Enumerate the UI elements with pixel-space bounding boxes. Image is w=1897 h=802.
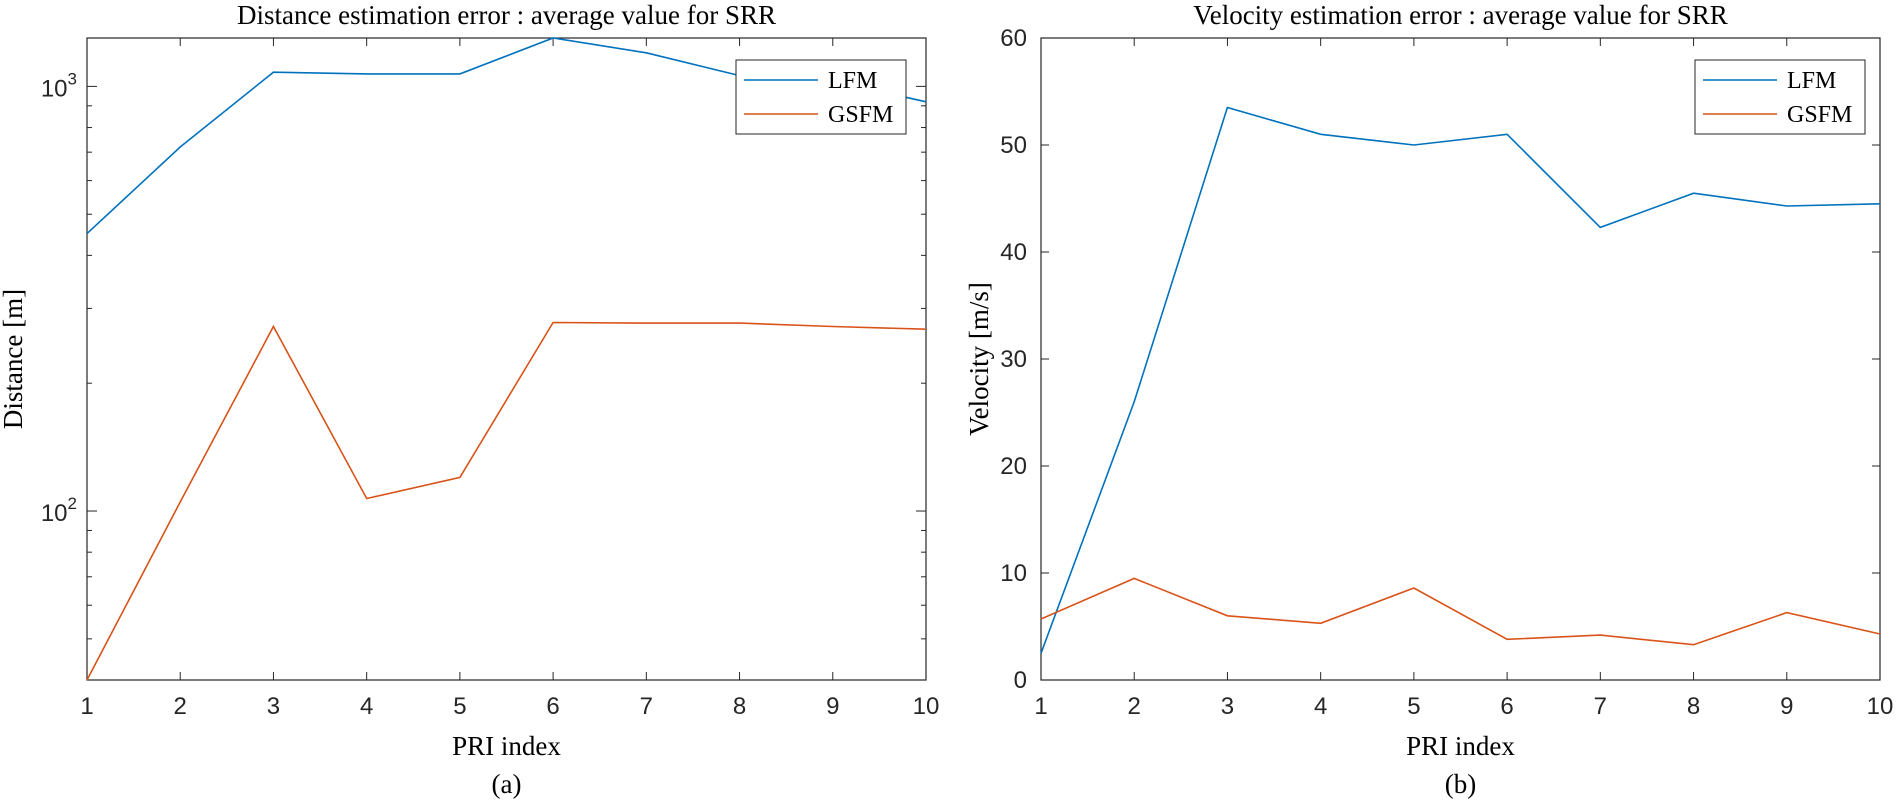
figure-caption: (a) xyxy=(492,769,522,799)
series-line-gsfm xyxy=(1040,577,1881,646)
figure-caption: (b) xyxy=(1445,769,1476,799)
y-tick-label: 20 xyxy=(1000,453,1027,480)
x-tick-label: 3 xyxy=(1221,693,1234,720)
x-tick-label: 5 xyxy=(453,693,466,720)
x-tick-label: 5 xyxy=(1407,693,1420,720)
series-line-gsfm xyxy=(86,321,927,681)
x-tick-label: 2 xyxy=(1128,693,1141,720)
x-tick-label: 8 xyxy=(733,693,746,720)
y-tick-label: 102 xyxy=(41,494,77,527)
x-axis-label: PRI index xyxy=(452,731,561,761)
y-axis-label: Velocity [m/s] xyxy=(964,282,994,436)
plot-area-frame xyxy=(86,37,927,681)
y-tick-label: 50 xyxy=(1000,132,1027,159)
x-tick-label: 4 xyxy=(360,693,373,720)
y-axis-label: Distance [m] xyxy=(0,289,28,429)
legend: LFM GSFM xyxy=(1694,59,1866,135)
x-tick-label: 8 xyxy=(1687,693,1700,720)
y-tick-label: 0 xyxy=(1014,667,1027,694)
x-tick-label: 4 xyxy=(1314,693,1327,720)
y-tick-label: 103 xyxy=(41,69,77,102)
legend-box xyxy=(1694,59,1866,135)
x-tick-label: 1 xyxy=(80,693,93,720)
y-tick-label: 40 xyxy=(1000,239,1027,266)
x-tick-label: 10 xyxy=(913,693,940,720)
x-tick-label: 7 xyxy=(1594,693,1607,720)
x-tick-label: 3 xyxy=(267,693,280,720)
series-line-lfm xyxy=(1040,106,1881,654)
x-axis-label: PRI index xyxy=(1406,731,1515,761)
legend: LFM GSFM xyxy=(735,59,907,135)
x-tick-label: 6 xyxy=(546,693,559,720)
legend-label-gsfm: GSFM xyxy=(1787,102,1852,128)
legend-label-lfm: LFM xyxy=(1787,68,1836,94)
chart-b: 1 2 3 4 5 6 7 8 9 10 0 10 20 30 40 50 60 Velocity estimat… xyxy=(964,0,1893,799)
x-tick-label: 2 xyxy=(174,693,187,720)
x-tick-label: 7 xyxy=(640,693,653,720)
x-tick-label: 1 xyxy=(1034,693,1047,720)
chart-a: 1 2 3 4 5 6 7 8 9 10 102 103 Distance estimation err… xyxy=(0,0,939,799)
chart-title: Distance estimation error : average valu… xyxy=(237,0,776,30)
x-tick-label: 9 xyxy=(826,693,839,720)
y-tick-label: 10 xyxy=(1000,560,1027,587)
chart-title: Velocity estimation error : average valu… xyxy=(1193,0,1728,30)
legend-label-gsfm: GSFM xyxy=(828,102,893,128)
x-tick-label: 10 xyxy=(1867,693,1894,720)
legend-box xyxy=(735,59,907,135)
x-tick-label: 9 xyxy=(1780,693,1793,720)
y-tick-label: 60 xyxy=(1000,25,1027,52)
x-tick-label: 6 xyxy=(1500,693,1513,720)
legend-label-lfm: LFM xyxy=(828,68,877,94)
y-tick-label: 30 xyxy=(1000,346,1027,373)
